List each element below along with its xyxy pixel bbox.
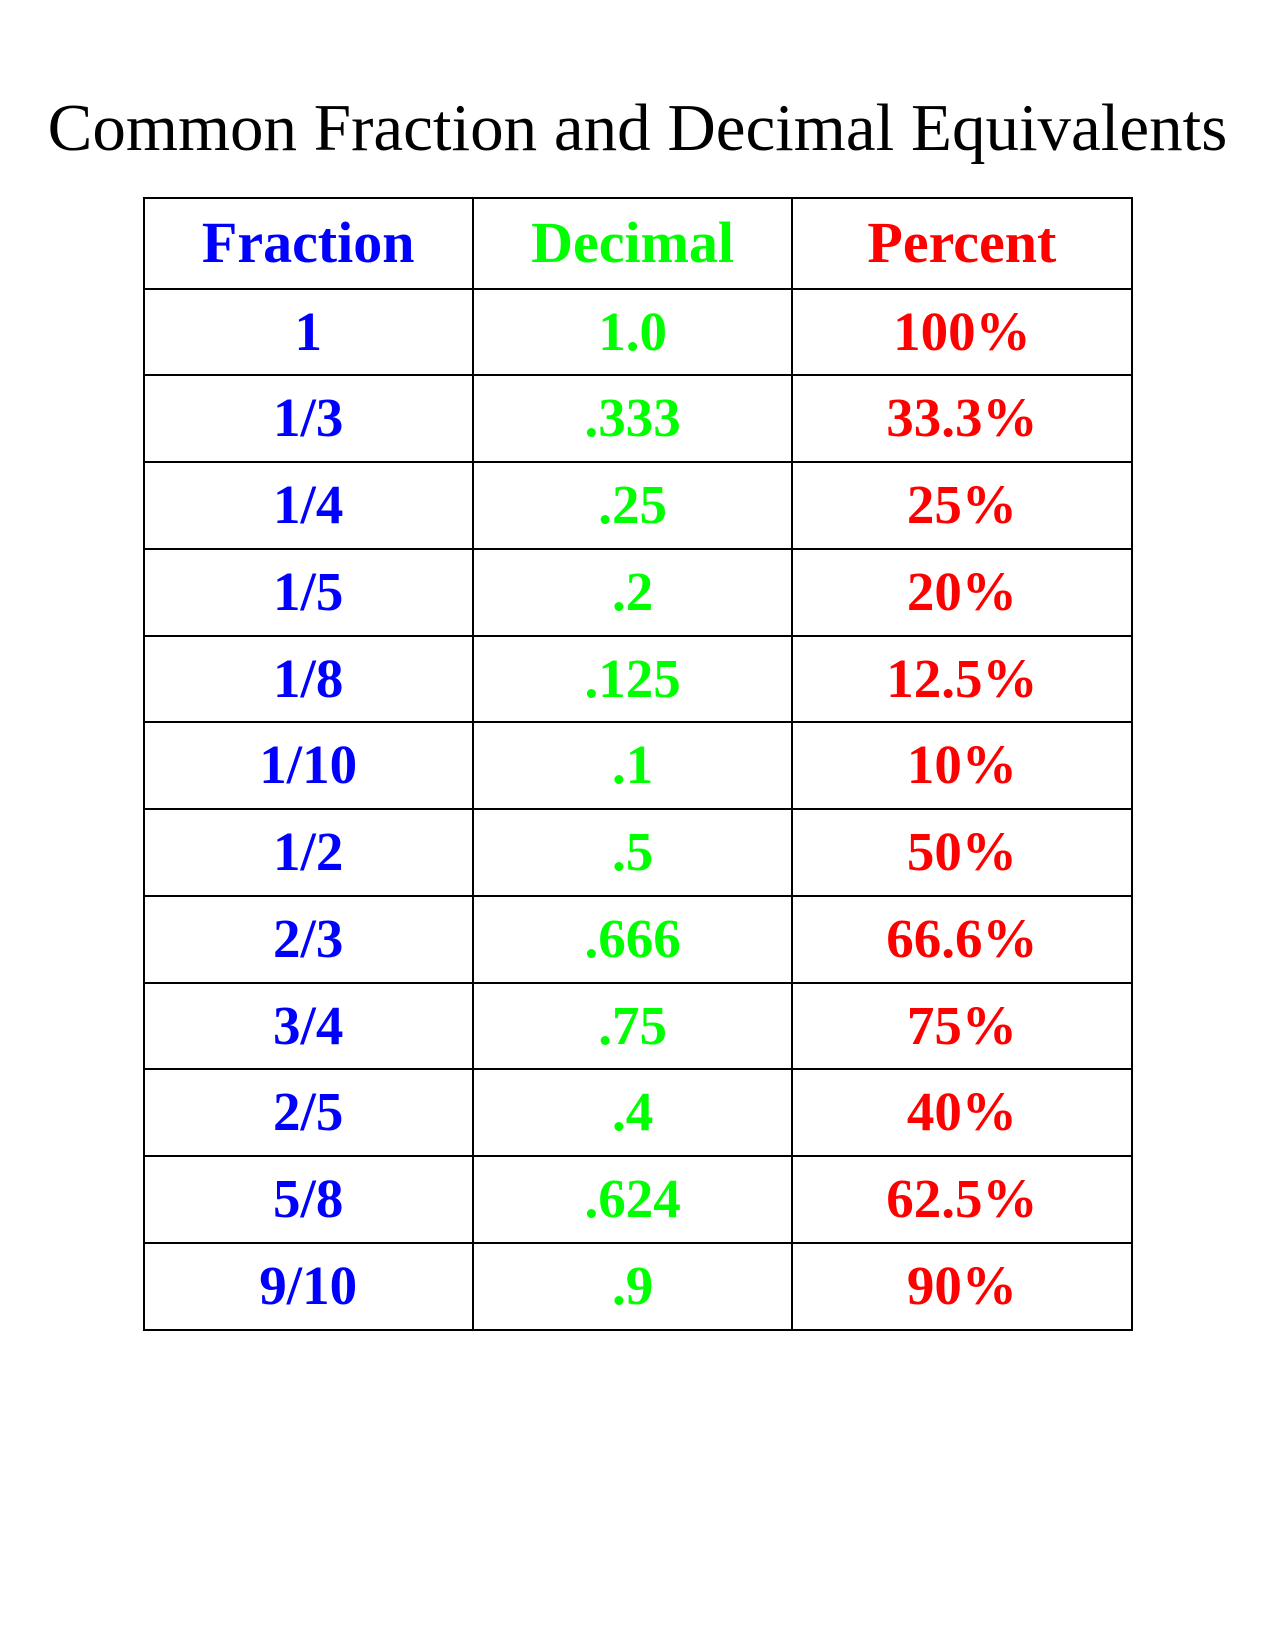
cell-percent: 40% — [792, 1069, 1131, 1156]
cell-percent: 90% — [792, 1243, 1131, 1330]
cell-fraction: 2/5 — [144, 1069, 473, 1156]
cell-percent: 20% — [792, 549, 1131, 636]
cell-fraction: 3/4 — [144, 983, 473, 1070]
cell-decimal: .2 — [473, 549, 792, 636]
table-row: 1/5 .2 20% — [144, 549, 1132, 636]
table-row: 3/4 .75 75% — [144, 983, 1132, 1070]
table-row: 2/3 .666 66.6% — [144, 896, 1132, 983]
cell-percent: 25% — [792, 462, 1131, 549]
cell-fraction: 1/8 — [144, 636, 473, 723]
table-row: 1/10 .1 10% — [144, 722, 1132, 809]
table-container: Fraction Decimal Percent 1 1.0 100% 1/3 … — [0, 197, 1275, 1331]
cell-percent: 10% — [792, 722, 1131, 809]
table-row: 1/8 .125 12.5% — [144, 636, 1132, 723]
header-fraction: Fraction — [144, 198, 473, 289]
cell-percent: 75% — [792, 983, 1131, 1070]
cell-fraction: 1/10 — [144, 722, 473, 809]
cell-fraction: 1/5 — [144, 549, 473, 636]
cell-percent: 66.6% — [792, 896, 1131, 983]
page-title: Common Fraction and Decimal Equivalents — [0, 90, 1275, 167]
cell-fraction: 1/3 — [144, 375, 473, 462]
table-row: 9/10 .9 90% — [144, 1243, 1132, 1330]
table-row: 1/4 .25 25% — [144, 462, 1132, 549]
cell-decimal: .333 — [473, 375, 792, 462]
header-percent: Percent — [792, 198, 1131, 289]
cell-decimal: .9 — [473, 1243, 792, 1330]
table-row: 2/5 .4 40% — [144, 1069, 1132, 1156]
cell-fraction: 2/3 — [144, 896, 473, 983]
table-row: 1/3 .333 33.3% — [144, 375, 1132, 462]
cell-percent: 12.5% — [792, 636, 1131, 723]
header-decimal: Decimal — [473, 198, 792, 289]
cell-percent: 33.3% — [792, 375, 1131, 462]
cell-decimal: .4 — [473, 1069, 792, 1156]
equivalents-table: Fraction Decimal Percent 1 1.0 100% 1/3 … — [143, 197, 1133, 1331]
table-row: 1 1.0 100% — [144, 289, 1132, 376]
cell-decimal: .5 — [473, 809, 792, 896]
cell-fraction: 9/10 — [144, 1243, 473, 1330]
table-row: 1/2 .5 50% — [144, 809, 1132, 896]
cell-fraction: 1 — [144, 289, 473, 376]
cell-fraction: 5/8 — [144, 1156, 473, 1243]
cell-fraction: 1/2 — [144, 809, 473, 896]
cell-decimal: .666 — [473, 896, 792, 983]
cell-percent: 100% — [792, 289, 1131, 376]
cell-decimal: .75 — [473, 983, 792, 1070]
cell-decimal: .25 — [473, 462, 792, 549]
cell-percent: 62.5% — [792, 1156, 1131, 1243]
cell-fraction: 1/4 — [144, 462, 473, 549]
cell-percent: 50% — [792, 809, 1131, 896]
cell-decimal: .125 — [473, 636, 792, 723]
cell-decimal: .1 — [473, 722, 792, 809]
table-header-row: Fraction Decimal Percent — [144, 198, 1132, 289]
table-row: 5/8 .624 62.5% — [144, 1156, 1132, 1243]
cell-decimal: 1.0 — [473, 289, 792, 376]
cell-decimal: .624 — [473, 1156, 792, 1243]
